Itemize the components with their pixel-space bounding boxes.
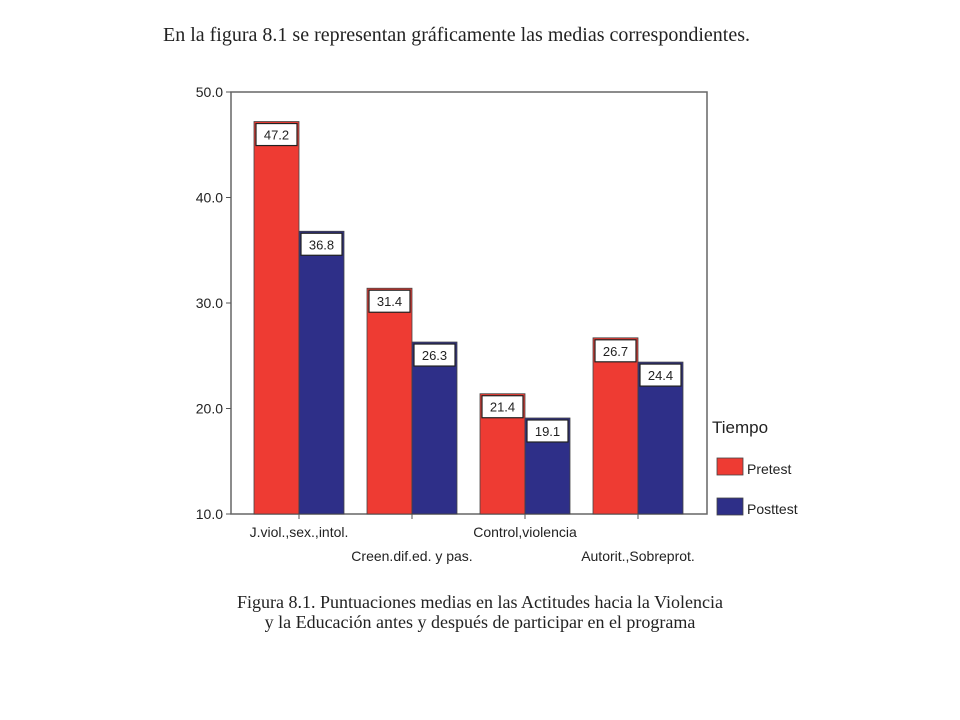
legend-title: Tiempo [712, 418, 768, 437]
x-tick-label: Creen.dif.ed. y pas. [351, 548, 472, 564]
data-label: 26.3 [422, 348, 447, 363]
y-axis: 10.0 20.0 30.0 40.0 50.0 [196, 84, 231, 522]
data-label-box [594, 339, 637, 363]
y-tick-label: 50.0 [196, 84, 223, 100]
y-tick-label: 20.0 [196, 401, 223, 417]
bar-posttest [411, 341, 458, 515]
data-label-box [413, 343, 456, 367]
data-label: 24.4 [648, 368, 673, 383]
legend-label: Pretest [747, 461, 791, 477]
x-tick-label: Autorit.,Sobreprot. [581, 548, 695, 564]
x-tick-label: Control,violencia [473, 524, 577, 540]
data-label: 47.2 [264, 128, 289, 143]
intro-text: En la figura 8.1 se representan gráficam… [163, 24, 750, 46]
data-label: 19.1 [535, 424, 560, 439]
data-label-box [481, 395, 524, 419]
y-tick-label: 10.0 [196, 506, 223, 522]
data-label: 26.7 [603, 344, 628, 359]
bars: 47.2 36.8 31.4 26.3 21.4 19.1 26.7 24.4 [253, 121, 684, 515]
data-label: 31.4 [377, 294, 402, 309]
bar-pretest [253, 121, 300, 515]
y-tick-label: 40.0 [196, 190, 223, 206]
data-label-box [526, 419, 569, 443]
figure-caption-line-1: Figura 8.1. Puntuaciones medias en las A… [237, 592, 723, 612]
legend-label: Posttest [747, 501, 798, 517]
data-label: 36.8 [309, 237, 334, 252]
bar-posttest [637, 361, 684, 515]
data-label-box [639, 363, 682, 387]
data-label-box [255, 122, 298, 147]
data-label-box [368, 289, 411, 313]
data-label-box [300, 232, 343, 256]
y-tick-label: 30.0 [196, 295, 223, 311]
figure-caption-line-2: y la Educación antes y después de partic… [264, 612, 696, 632]
x-tick-label: J.viol.,sex.,intol. [250, 524, 349, 540]
bar-posttest [298, 230, 345, 515]
bar-pretest [366, 287, 413, 515]
data-label: 21.4 [490, 400, 515, 415]
legend-swatch [716, 497, 744, 516]
bar-pretest [592, 337, 639, 515]
legend-swatch [716, 457, 744, 476]
x-axis: J.viol.,sex.,intol.Creen.dif.ed. y pas.C… [250, 514, 695, 564]
legend: Tiempo Pretest Posttest [712, 418, 798, 517]
